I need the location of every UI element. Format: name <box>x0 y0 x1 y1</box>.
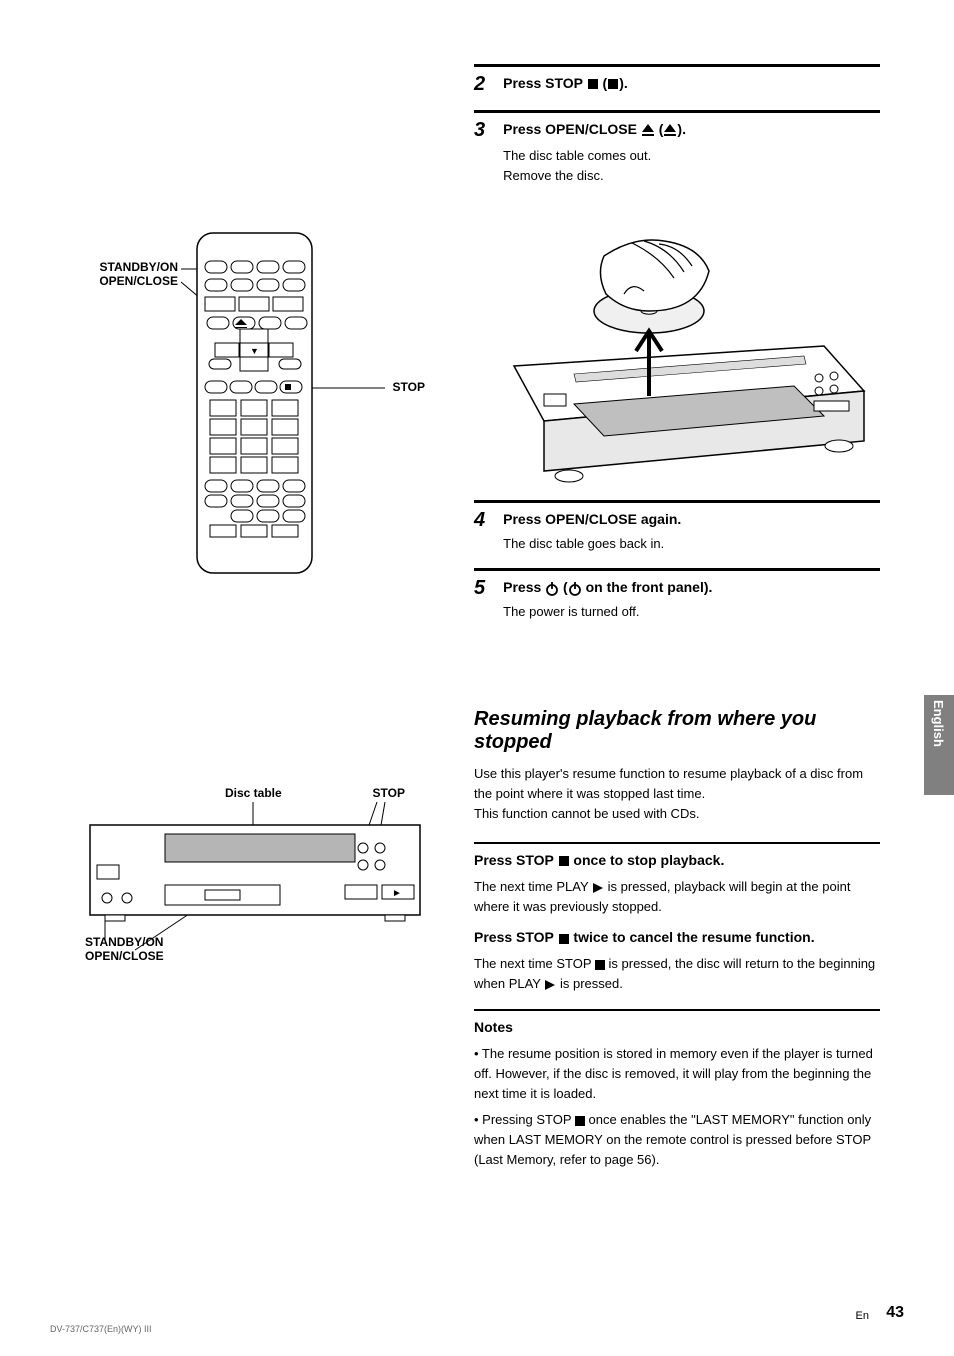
page-sub: En <box>856 1310 869 1322</box>
left-column: STANDBY/ON OPEN/CLOSE STOP <box>85 225 425 1010</box>
notes-heading: Notes <box>474 1017 880 1038</box>
footer-stamp: DV-737/C737(En)(WY) III <box>50 1324 152 1334</box>
step-5: 5 Press ( on the front panel). The power… <box>474 577 880 622</box>
resume-line: Press STOP twice to cancel the resume fu… <box>474 927 880 948</box>
note-line: The disc table comes out. <box>503 148 651 163</box>
power-icon <box>568 582 582 596</box>
stop-icon <box>595 960 605 970</box>
step-number: 3 <box>474 119 485 186</box>
resume-line: The next time PLAY is pressed, playback … <box>474 877 880 917</box>
remote-power-label: STANDBY/ON <box>100 260 178 274</box>
step-title: Press STOP (). <box>503 73 628 96</box>
remote-stop-label: STOP <box>393 380 425 394</box>
step-bar <box>474 500 880 503</box>
note-line: The power is turned off. <box>503 602 880 622</box>
note-line: Remove the disc. <box>503 168 603 183</box>
resume-line: Press STOP once to stop playback. <box>474 850 880 871</box>
section-heading: Resuming playback from where you stopped <box>474 708 880 754</box>
power-icon <box>545 582 559 596</box>
unit-power-label: STANDBY/ON <box>85 935 163 949</box>
body-text: Use this player's resume function to res… <box>474 764 880 824</box>
unit-disc-table-label: Disc table <box>225 786 282 800</box>
resume-line: The next time STOP is pressed, the disc … <box>474 954 880 994</box>
stop-icon <box>558 855 570 867</box>
stop-icon <box>587 78 599 90</box>
unit-stop-label: STOP <box>373 786 405 800</box>
play-icon <box>592 882 604 894</box>
side-tab: English <box>924 695 954 795</box>
step-title: Press OPEN/CLOSE again. <box>503 509 880 530</box>
note-line: • The resume position is stored in memor… <box>474 1044 880 1104</box>
step-number: 5 <box>474 577 485 622</box>
eject-icon <box>663 124 677 136</box>
step-bar <box>474 64 880 67</box>
step-2: 2 Press STOP (). <box>474 73 880 96</box>
note-line: • Pressing STOP once enables the "LAST M… <box>474 1110 880 1170</box>
eject-icon <box>641 124 655 136</box>
stop-icon <box>575 1116 585 1126</box>
step-bar <box>474 1009 880 1011</box>
right-column: 2 Press STOP (). 3 Press OPEN/CLOSE (). … <box>474 50 880 1170</box>
svg-text:▼: ▼ <box>250 346 259 356</box>
stop-icon <box>558 933 570 945</box>
step-title: Press ( on the front panel). <box>503 577 880 598</box>
note-line: The disc table goes back in. <box>503 534 880 554</box>
step-3: 3 Press OPEN/CLOSE (). The disc table co… <box>474 119 880 186</box>
svg-text:►: ► <box>392 888 402 899</box>
unit-eject-label: OPEN/CLOSE <box>85 949 164 963</box>
unit-front-figure: Disc table STOP STANDBY/ON OPEN/CLOSE <box>85 790 425 1010</box>
remote-eject-label: OPEN/CLOSE <box>99 274 178 288</box>
step-4: 4 Press OPEN/CLOSE again. The disc table… <box>474 509 880 554</box>
unit-iso-figure <box>474 216 880 486</box>
step-number: 2 <box>474 73 485 96</box>
stop-icon <box>607 78 619 90</box>
side-tab-label: English <box>931 700 946 747</box>
step-bar <box>474 110 880 113</box>
step-number: 4 <box>474 509 485 554</box>
step-title: Press OPEN/CLOSE (). <box>503 119 880 140</box>
step-bar <box>474 568 880 571</box>
step-bar <box>474 842 880 844</box>
page-number: 43 <box>886 1304 904 1322</box>
unit-iso-svg <box>474 216 880 486</box>
play-icon <box>544 979 556 991</box>
remote-figure: STANDBY/ON OPEN/CLOSE STOP <box>85 225 425 585</box>
